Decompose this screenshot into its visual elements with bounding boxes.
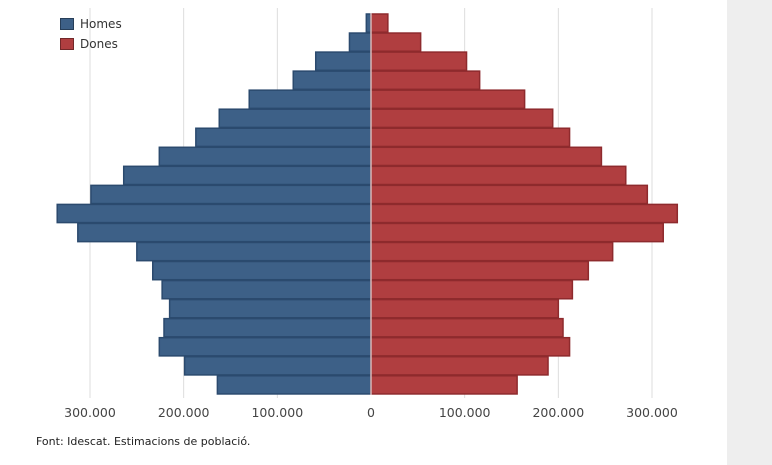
- bar-dones-1[interactable]: [370, 32, 422, 52]
- bar-dones-9[interactable]: [370, 184, 649, 205]
- bar-homes-4[interactable]: [248, 89, 372, 110]
- x-tick-label-1: 200.000: [158, 405, 210, 420]
- x-tick-label-6: 300.000: [626, 405, 678, 420]
- bar-dones-16[interactable]: [370, 317, 564, 338]
- legend-item-dones[interactable]: Dones: [60, 34, 122, 54]
- source-note: Font: Idescat. Estimacions de població.: [36, 435, 251, 448]
- bar-dones-19[interactable]: [370, 375, 518, 395]
- population-pyramid-chart: 300.000 200.000 100.000 0 100.000 200.000 300.…: [56, 8, 679, 420]
- legend-swatch-homes: [60, 18, 74, 30]
- legend-label-homes: Homes: [80, 17, 122, 31]
- bar-homes-18[interactable]: [183, 355, 372, 376]
- bar-homes-5[interactable]: [218, 108, 372, 129]
- legend: Homes Dones: [60, 14, 122, 54]
- bar-homes-3[interactable]: [292, 70, 372, 91]
- x-tick-label-4: 100.000: [439, 405, 491, 420]
- bar-homes-16[interactable]: [163, 317, 372, 338]
- bar-dones-12[interactable]: [370, 241, 614, 262]
- bar-dones-10[interactable]: [370, 203, 679, 224]
- bar-dones-17[interactable]: [370, 336, 571, 357]
- bar-dones-6[interactable]: [370, 127, 571, 148]
- legend-swatch-dones: [60, 38, 74, 50]
- bar-homes-14[interactable]: [161, 279, 372, 300]
- x-tick-label-0: 300.000: [64, 405, 116, 420]
- bar-homes-11[interactable]: [77, 222, 372, 243]
- chart-panel: 300.000 200.000 100.000 0 100.000 200.000 300.…: [0, 0, 727, 465]
- bar-homes-19[interactable]: [216, 375, 372, 395]
- bar-homes-15[interactable]: [168, 298, 372, 319]
- bar-dones-4[interactable]: [370, 89, 526, 110]
- bar-dones-0[interactable]: [370, 13, 389, 33]
- bar-dones-7[interactable]: [370, 146, 603, 167]
- bar-dones-2[interactable]: [370, 51, 468, 72]
- bar-dones-15[interactable]: [370, 298, 560, 319]
- bar-homes-9[interactable]: [90, 184, 372, 205]
- bar-homes-2[interactable]: [314, 51, 372, 72]
- bar-homes-10[interactable]: [56, 203, 372, 224]
- bar-homes-8[interactable]: [122, 165, 372, 186]
- bar-homes-12[interactable]: [136, 241, 372, 262]
- legend-label-dones: Dones: [80, 37, 118, 51]
- x-tick-label-3: 0: [367, 405, 375, 420]
- bar-homes-1[interactable]: [348, 32, 372, 52]
- bar-homes-7[interactable]: [158, 146, 372, 167]
- legend-item-homes[interactable]: Homes: [60, 14, 122, 34]
- bar-homes-6[interactable]: [195, 127, 372, 148]
- bar-homes-17[interactable]: [158, 336, 372, 357]
- bar-dones-8[interactable]: [370, 165, 627, 186]
- bar-dones-18[interactable]: [370, 355, 549, 376]
- bar-dones-5[interactable]: [370, 108, 554, 129]
- x-tick-label-2: 100.000: [251, 405, 303, 420]
- bar-dones-11[interactable]: [370, 222, 664, 243]
- bar-homes-13[interactable]: [152, 260, 372, 281]
- bar-dones-3[interactable]: [370, 70, 481, 91]
- x-tick-label-5: 200.000: [532, 405, 584, 420]
- bar-dones-14[interactable]: [370, 279, 574, 300]
- bar-dones-13[interactable]: [370, 260, 590, 281]
